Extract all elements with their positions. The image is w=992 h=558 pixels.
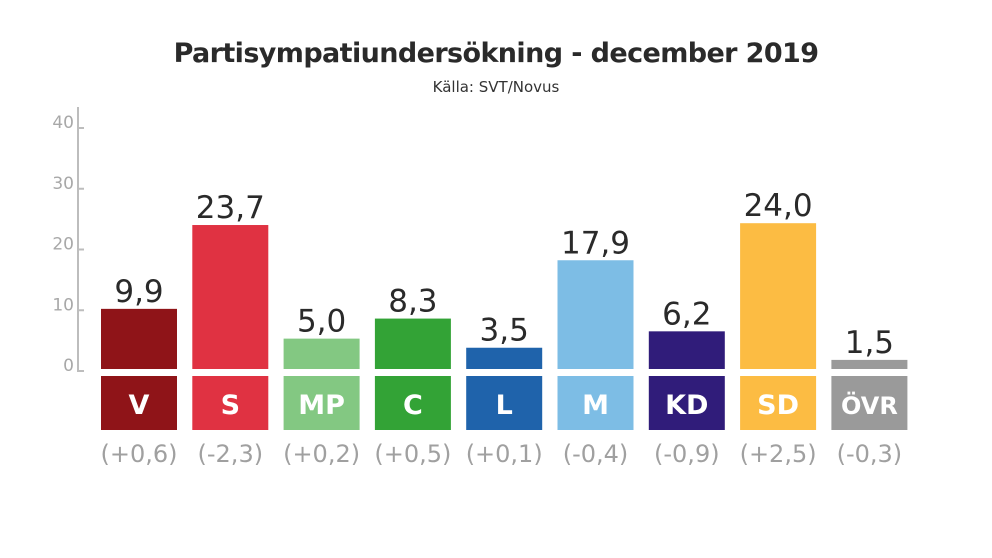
party-label: M: [582, 390, 609, 421]
bar-group-v: 9,9 V (+0,6): [100, 274, 177, 468]
value-label: 24,0: [744, 188, 813, 224]
party-label-box: [831, 376, 908, 430]
value-label: 17,9: [561, 225, 630, 261]
party-label: S: [221, 390, 240, 421]
party-label: ÖVR: [841, 390, 898, 420]
change-label: (+0,6): [100, 440, 177, 468]
bar-group-s: 23,7 S (-2,3): [192, 190, 269, 468]
party-label: C: [403, 390, 423, 421]
y-tick-label: 40: [52, 113, 74, 133]
value-label: 9,9: [114, 274, 163, 310]
change-label: (-0,3): [837, 440, 903, 468]
bar-group-sd: 24,0 SD (+2,5): [740, 188, 817, 468]
y-tick-label: 0: [63, 356, 74, 376]
bar: [192, 225, 269, 369]
change-label: (+0,5): [374, 440, 451, 468]
value-label: 23,7: [196, 190, 265, 226]
chart-subtitle: Källa: SVT/Novus: [432, 78, 560, 96]
party-label: SD: [757, 390, 799, 421]
bar-group-l: 3,5 L (+0,1): [466, 313, 543, 468]
chart-title: Partisympatiundersökning - december 2019: [173, 38, 819, 69]
y-tick-label: 20: [52, 235, 74, 255]
party-label: L: [496, 390, 513, 421]
bar-group-m: 17,9 M (-0,4): [557, 225, 634, 468]
party-label-box: [466, 376, 543, 430]
bar: [831, 359, 908, 369]
y-tick-label: 10: [52, 295, 74, 315]
value-label: 3,5: [480, 313, 529, 349]
change-label: (+0,1): [466, 440, 543, 468]
bar: [740, 223, 817, 369]
bar-group-mp: 5,0 MP (+0,2): [283, 304, 360, 468]
bar: [283, 338, 360, 369]
change-label: (-0,9): [654, 440, 720, 468]
bar: [648, 331, 725, 369]
bar: [557, 260, 634, 369]
party-label-box: [374, 376, 451, 430]
value-label: 8,3: [388, 284, 437, 320]
party-label-box: [283, 376, 360, 430]
party-label-box: [648, 376, 725, 430]
value-label: 6,2: [662, 296, 711, 332]
value-label: 1,5: [845, 325, 894, 361]
change-label: (+2,5): [740, 440, 817, 468]
party-label: KD: [665, 390, 708, 421]
bar-group-kd: 6,2 KD (-0,9): [648, 296, 725, 468]
bar: [466, 347, 543, 369]
party-label-box: [101, 376, 177, 430]
value-label: 5,0: [297, 304, 346, 340]
party-label-box: [192, 376, 269, 430]
party-label: V: [129, 390, 150, 421]
change-label: (+0,2): [283, 440, 360, 468]
party-label: MP: [298, 390, 345, 421]
change-label: (-0,4): [563, 440, 629, 468]
bar: [101, 308, 177, 369]
bar-group-c: 8,3 C (+0,5): [374, 284, 451, 468]
party-label-box: [557, 376, 634, 430]
party-label-box: [740, 376, 817, 430]
y-tick-label: 30: [52, 174, 74, 194]
change-label: (-2,3): [198, 440, 264, 468]
bar: [374, 318, 451, 369]
bar-group-övr: 1,5 ÖVR (-0,3): [831, 325, 908, 468]
